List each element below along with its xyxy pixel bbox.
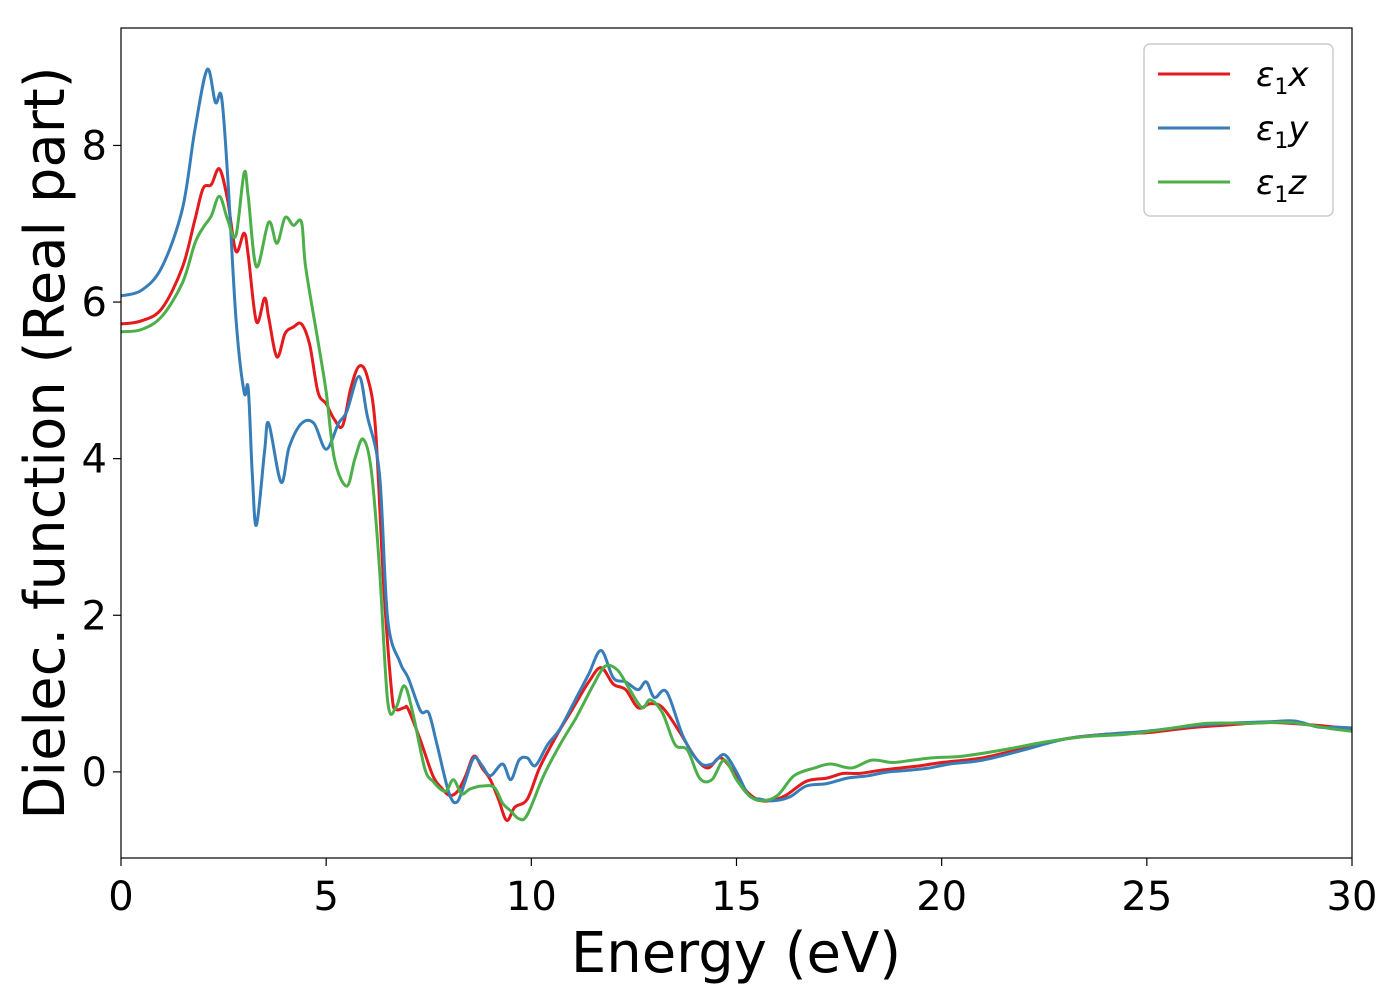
x-tick-label: 10 [506, 874, 557, 920]
x-tick-label: 25 [1121, 874, 1172, 920]
y-tick-label: 4 [82, 437, 107, 483]
axis-layer: 0 5 10 15 20 25 30 0 2 4 6 8 [82, 27, 1378, 920]
y-axis-label: Dielec. function (Real part) [13, 66, 78, 819]
x-tick-label: 5 [313, 874, 338, 920]
x-tick-label: 20 [916, 874, 967, 920]
legend-entry: ε1z [1256, 163, 1307, 208]
y-tick-label: 6 [82, 280, 107, 326]
series-layer [121, 67, 1352, 822]
legend-entry: ε1y [1256, 109, 1309, 154]
y-tick-label: 2 [82, 593, 107, 639]
series-line-z [121, 169, 1352, 822]
x-axis-label: Energy (eV) [571, 921, 901, 986]
legend-entry: ε1x [1256, 55, 1309, 100]
series-line-y [121, 67, 1352, 805]
y-tick-label: 0 [82, 750, 107, 796]
x-tick-label: 0 [108, 874, 133, 920]
legend-box [1143, 43, 1334, 217]
legend: ε1x ε1y ε1z [1143, 43, 1334, 217]
x-tick-label: 15 [711, 874, 762, 920]
x-tick-label: 30 [1327, 874, 1378, 920]
y-tick-label: 8 [82, 123, 107, 169]
